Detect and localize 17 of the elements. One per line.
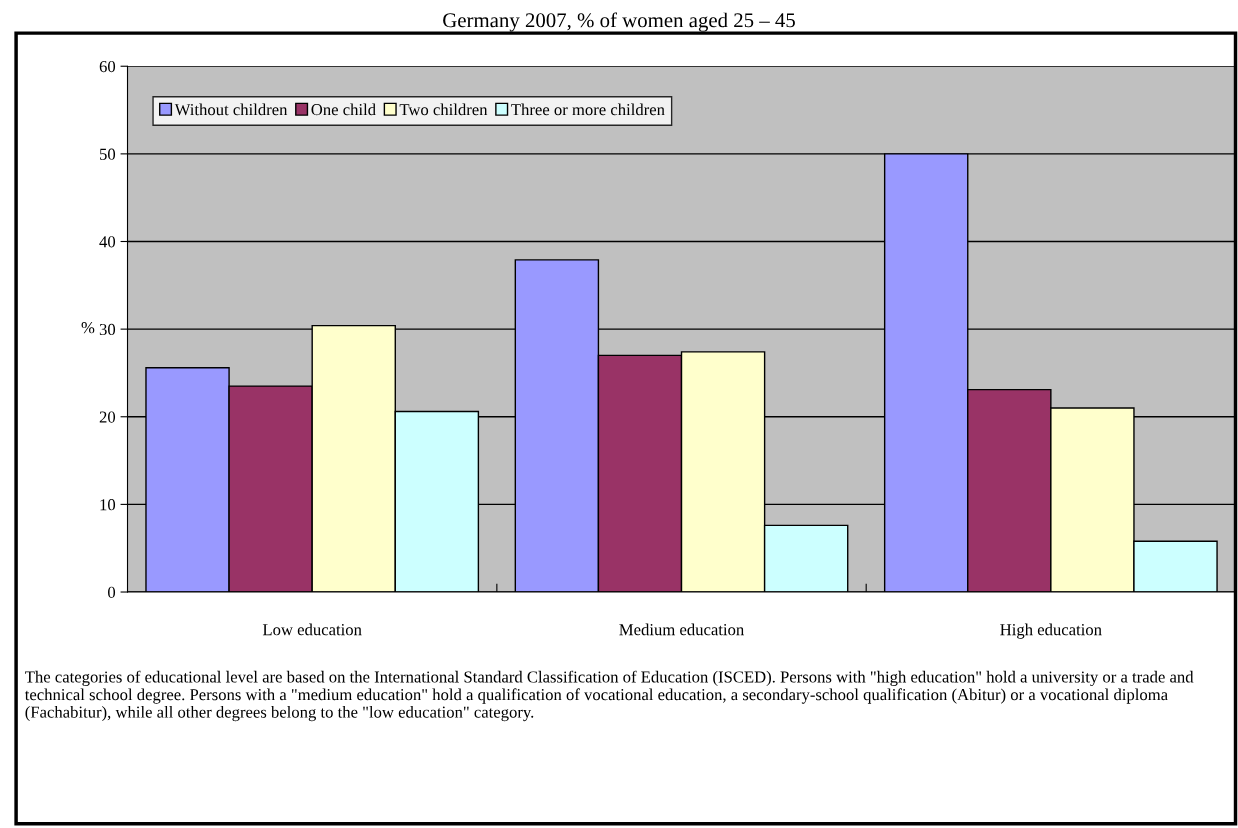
y-tick-label: 10 bbox=[100, 499, 116, 511]
legend-label: Without children bbox=[174, 103, 288, 116]
x-tick-label: High education bbox=[1000, 623, 1102, 639]
legend-label: Two children bbox=[399, 103, 488, 116]
y-tick-label: 20 bbox=[99, 411, 116, 423]
chart-title: Germany 2007, % of women aged 25 – 45 bbox=[443, 12, 795, 32]
y-axis-title: % bbox=[81, 322, 95, 334]
y-tick-label: 0 bbox=[108, 586, 116, 598]
x-tick-label: Medium education bbox=[619, 623, 744, 636]
x-tick-label: Low education bbox=[262, 623, 362, 636]
y-tick-label: 40 bbox=[99, 236, 116, 248]
legend-label: Three or more children bbox=[511, 103, 665, 116]
y-tick-label: 60 bbox=[99, 60, 116, 73]
legend-label: One child bbox=[311, 103, 376, 116]
text: The categories of educational level are based on the International Standard Classification of Education (ISCED). Persons with "high education" hold a university or a trade and technical school degree. Persons with a "medium education" hold a qualification of vocational education, a secondary-school qualification (Abitur) or a vocational diploma (Fachabitur), while all other degrees belong to the "low education" category. bbox=[24, 670, 1194, 722]
y-tick-label: 30 bbox=[99, 323, 116, 336]
y-tick-label: 50 bbox=[100, 148, 116, 160]
